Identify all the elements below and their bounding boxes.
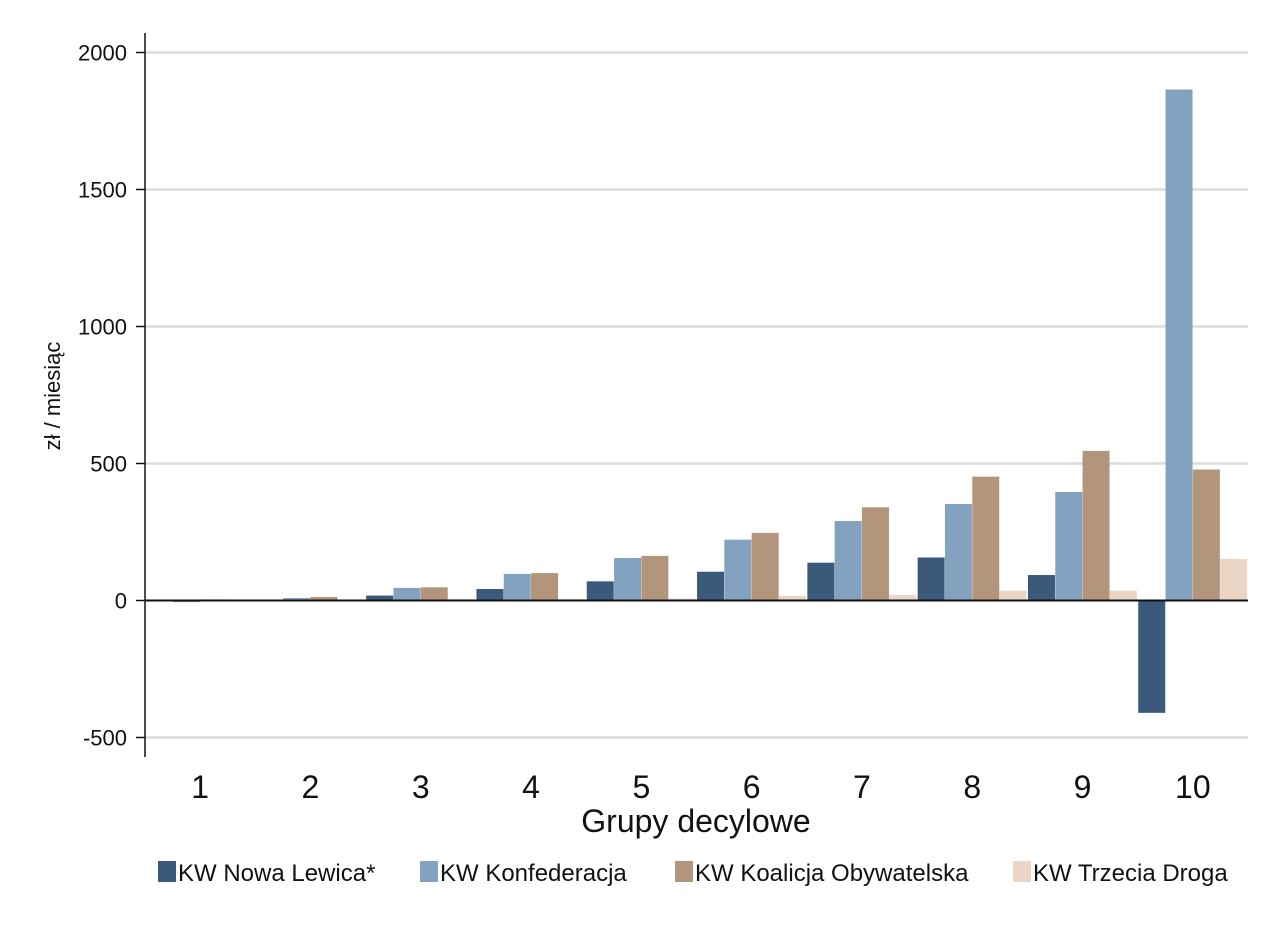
legend-swatch [1013,861,1031,882]
legend: KW Nowa Lewica* KW Konfederacja KW Koalicj… [158,860,1228,887]
bar [366,595,394,601]
x-tick-label: 10 [1175,769,1211,805]
x-tick-label: 6 [743,769,761,805]
bar [1220,558,1248,601]
bar [972,476,1000,601]
bar [1055,492,1083,601]
bar [641,555,669,601]
bar [697,571,725,601]
y-tick-label: -500 [83,726,127,751]
bar [1027,575,1055,601]
legend-label: KW Konfederacja [440,860,627,887]
bar [1109,590,1137,601]
x-tick-label: 1 [191,769,209,805]
y-tick-label: 1500 [78,178,127,203]
bar [1192,469,1220,601]
x-tick-label: 4 [522,769,540,805]
bar [889,595,917,601]
bar [310,596,338,601]
x-tick-label: 2 [302,769,320,805]
bar [861,507,889,601]
bar [751,532,779,601]
bar [283,598,311,601]
bar [586,581,614,601]
x-tick-label: 5 [632,769,650,805]
x-tick-label: 3 [412,769,430,805]
x-tick-labels: 1 2 3 4 5 6 7 8 9 10 [191,769,1210,805]
y-axis-label: zł / miesiąc [40,342,65,451]
bar [1082,450,1110,601]
legend-swatch [675,861,693,882]
bar [531,573,559,601]
x-tick-label: 8 [963,769,981,805]
axes [136,33,1248,757]
bar [1165,89,1193,601]
legend-swatch [158,861,176,882]
bar [614,558,642,601]
bar [724,539,752,601]
legend-label: KW Nowa Lewica* [178,860,375,887]
bars [145,89,1248,713]
bar [393,587,421,601]
bar [476,588,504,601]
legend-label: KW Koalicja Obywatelska [695,860,969,887]
bar [420,587,448,601]
bar [807,562,835,601]
y-tick-labels: -500 0 500 1000 1500 2000 [78,41,127,751]
bar [778,595,806,601]
bar [834,521,862,601]
bar [1138,600,1166,713]
gridlines [145,51,1248,739]
x-tick-label: 7 [853,769,871,805]
bar [999,590,1027,601]
legend-swatch [420,861,438,882]
bar [944,504,972,601]
bar [503,573,531,601]
y-tick-label: 2000 [78,41,127,66]
bar [917,557,945,601]
legend-label: KW Trzecia Droga [1033,860,1228,887]
x-axis-label: Grupy decylowe [581,803,810,839]
x-tick-label: 9 [1074,769,1092,805]
y-tick-label: 1000 [78,315,127,340]
y-tick-label: 0 [115,589,127,614]
y-tick-label: 500 [90,452,127,477]
